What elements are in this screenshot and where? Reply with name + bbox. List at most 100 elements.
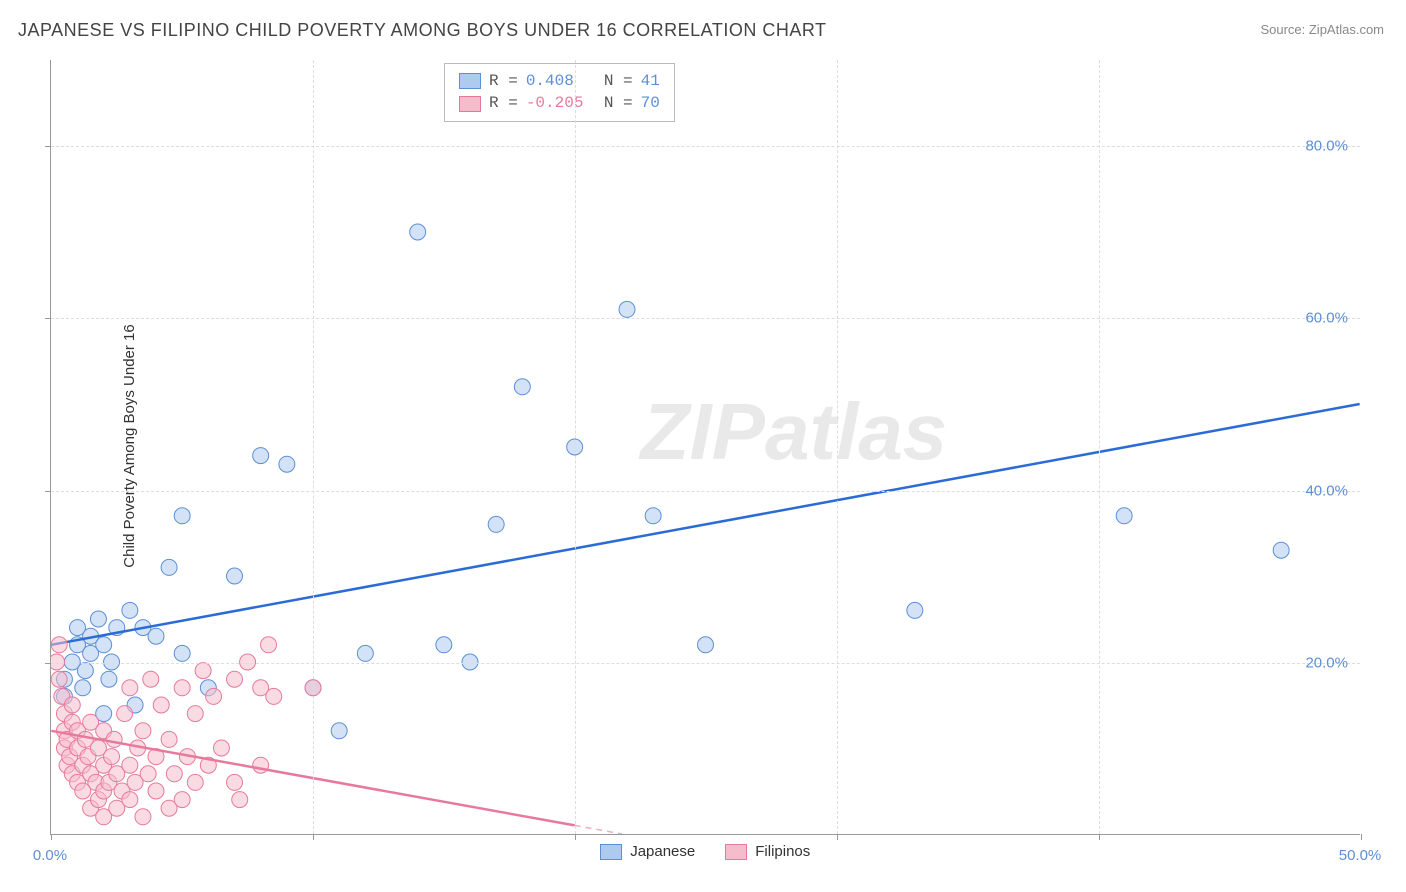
- scatter-point: [253, 448, 269, 464]
- scatter-point: [148, 783, 164, 799]
- scatter-point: [410, 224, 426, 240]
- scatter-point: [174, 792, 190, 808]
- scatter-point: [90, 792, 106, 808]
- scatter-point: [161, 731, 177, 747]
- scatter-point: [88, 774, 104, 790]
- scatter-point: [619, 301, 635, 317]
- y-tick-mark: [45, 318, 51, 319]
- scatter-point: [135, 809, 151, 825]
- scatter-point: [109, 620, 125, 636]
- chart-container: JAPANESE VS FILIPINO CHILD POVERTY AMONG…: [0, 0, 1406, 892]
- n-value: 41: [641, 70, 660, 92]
- scatter-point: [83, 800, 99, 816]
- x-tick-mark: [1099, 834, 1100, 840]
- gridline-horizontal: [51, 491, 1360, 492]
- y-tick-label: 80.0%: [1305, 138, 1348, 155]
- scatter-point: [357, 645, 373, 661]
- n-label: N =: [604, 92, 633, 114]
- plot-svg: [51, 60, 1360, 834]
- legend-item: Filipinos: [725, 843, 810, 860]
- scatter-point: [56, 671, 72, 687]
- scatter-point: [161, 800, 177, 816]
- x-tick-mark: [575, 834, 576, 840]
- legend-label: Filipinos: [755, 843, 810, 860]
- y-tick-mark: [45, 146, 51, 147]
- x-tick-mark: [837, 834, 838, 840]
- scatter-point: [143, 671, 159, 687]
- gridline-horizontal: [51, 663, 1360, 664]
- scatter-point: [96, 637, 112, 653]
- scatter-point: [514, 379, 530, 395]
- scatter-point: [54, 688, 70, 704]
- scatter-point: [70, 740, 86, 756]
- scatter-point: [59, 731, 75, 747]
- r-label: R =: [489, 70, 518, 92]
- scatter-point: [83, 628, 99, 644]
- gridline-horizontal: [51, 146, 1360, 147]
- stats-row: R = 0.408N = 41: [459, 70, 660, 92]
- gridline-vertical: [575, 60, 576, 834]
- scatter-point: [83, 766, 99, 782]
- scatter-point: [64, 714, 80, 730]
- x-tick-mark: [313, 834, 314, 840]
- source-label: Source: ZipAtlas.com: [1260, 22, 1384, 37]
- scatter-point: [64, 697, 80, 713]
- gridline-horizontal: [51, 318, 1360, 319]
- r-value: -0.205: [526, 92, 596, 114]
- scatter-point: [70, 723, 86, 739]
- stats-box: R = 0.408N = 41R = -0.205N = 70: [444, 63, 675, 122]
- scatter-point: [77, 731, 93, 747]
- scatter-point: [51, 637, 67, 653]
- scatter-point: [96, 809, 112, 825]
- scatter-point: [80, 749, 96, 765]
- scatter-point: [106, 731, 122, 747]
- scatter-point: [122, 757, 138, 773]
- scatter-point: [51, 671, 67, 687]
- legend-item: Japanese: [600, 843, 695, 860]
- gridline-vertical: [837, 60, 838, 834]
- scatter-point: [213, 740, 229, 756]
- scatter-point: [75, 757, 91, 773]
- scatter-point: [200, 757, 216, 773]
- scatter-point: [266, 688, 282, 704]
- scatter-point: [166, 766, 182, 782]
- x-tick-mark: [1361, 834, 1362, 840]
- scatter-point: [227, 671, 243, 687]
- scatter-point: [114, 783, 130, 799]
- y-tick-label: 20.0%: [1305, 654, 1348, 671]
- scatter-point: [90, 611, 106, 627]
- scatter-point: [227, 774, 243, 790]
- legend-label: Japanese: [630, 843, 695, 860]
- scatter-point: [488, 516, 504, 532]
- scatter-point: [127, 774, 143, 790]
- scatter-point: [206, 688, 222, 704]
- scatter-point: [64, 766, 80, 782]
- scatter-point: [174, 645, 190, 661]
- scatter-point: [148, 749, 164, 765]
- scatter-point: [56, 740, 72, 756]
- bottom-legend: Japanese Filipinos: [600, 843, 810, 860]
- trend-line-extrapolated: [575, 825, 623, 834]
- scatter-point: [261, 637, 277, 653]
- scatter-point: [83, 645, 99, 661]
- scatter-point: [161, 559, 177, 575]
- scatter-point: [122, 792, 138, 808]
- scatter-point: [140, 766, 156, 782]
- legend-swatch: [725, 844, 747, 860]
- watermark: ZIPatlas: [641, 386, 948, 478]
- scatter-point: [109, 766, 125, 782]
- scatter-point: [232, 792, 248, 808]
- scatter-point: [187, 774, 203, 790]
- scatter-point: [90, 740, 106, 756]
- legend-swatch: [600, 844, 622, 860]
- y-tick-label: 40.0%: [1305, 482, 1348, 499]
- scatter-point: [127, 697, 143, 713]
- scatter-point: [436, 637, 452, 653]
- scatter-point: [153, 697, 169, 713]
- y-tick-label: 60.0%: [1305, 310, 1348, 327]
- scatter-point: [130, 740, 146, 756]
- scatter-point: [101, 671, 117, 687]
- scatter-point: [83, 714, 99, 730]
- scatter-point: [70, 774, 86, 790]
- gridline-vertical: [1099, 60, 1100, 834]
